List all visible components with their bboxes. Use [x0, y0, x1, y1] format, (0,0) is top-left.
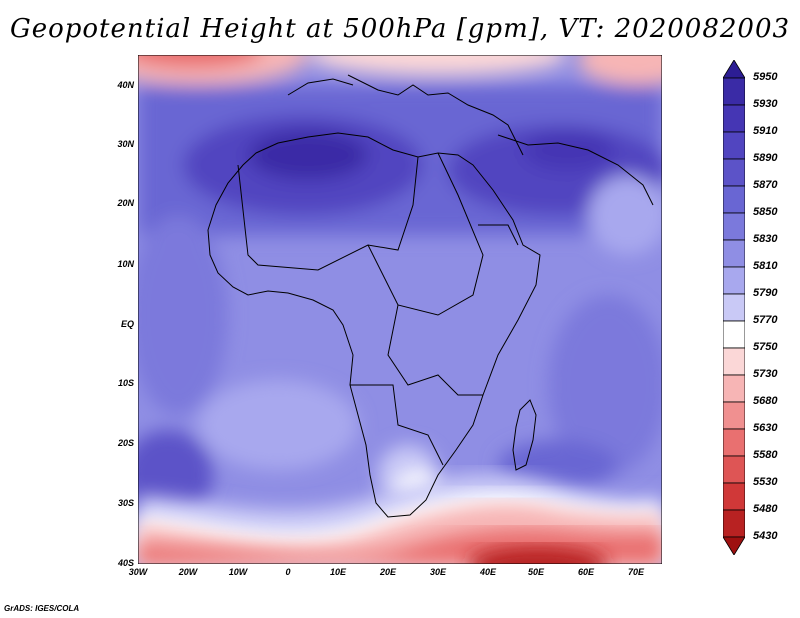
lat-label-20n: 20N — [117, 198, 134, 208]
colorbar-box — [723, 509, 745, 538]
colorbar-box — [723, 374, 745, 403]
colorbar-box — [723, 239, 745, 268]
lon-label-20e: 20E — [379, 567, 396, 577]
colorbar-top-arrow — [723, 60, 745, 79]
lon-label-40e: 40E — [479, 567, 496, 577]
lat-label-10n: 10N — [117, 259, 134, 269]
lon-label-30e: 30E — [429, 567, 446, 577]
lat-label-10s: 10S — [117, 378, 134, 388]
colorbar-label: 5910 — [753, 125, 778, 137]
colorbar-box — [723, 293, 745, 322]
lon-label-30w: 30W — [128, 567, 148, 577]
colorbar-box — [723, 131, 745, 160]
lon-label-10e: 10E — [329, 567, 346, 577]
colorbar-label: 5950 — [753, 71, 778, 83]
colorbar-box — [723, 347, 745, 376]
colorbar-box — [723, 104, 745, 133]
lon-label-20w: 20W — [178, 567, 198, 577]
colorbar-box — [723, 428, 745, 457]
colorbar-box — [723, 77, 745, 106]
lon-label-0: 0 — [285, 567, 291, 577]
colorbar-label: 5680 — [753, 395, 778, 407]
colorbar-label: 5790 — [753, 287, 778, 299]
lat-label-30n: 30N — [117, 139, 134, 149]
lat-label-20s: 20S — [117, 438, 134, 448]
geopotential-map — [138, 55, 662, 564]
colorbar-box — [723, 320, 745, 349]
lat-label-30s: 30S — [117, 498, 134, 508]
colorbar-box — [723, 401, 745, 430]
lon-label-60e: 60E — [577, 567, 594, 577]
grads-credit: GrADS: IGES/COLA — [4, 604, 80, 613]
colorbar-box — [723, 455, 745, 484]
lon-label-70e: 70E — [627, 567, 644, 577]
lon-label-10w: 10W — [228, 567, 248, 577]
lon-label-50e: 50E — [527, 567, 544, 577]
colorbar-label: 5580 — [753, 449, 778, 461]
colorbar-box — [723, 482, 745, 511]
lat-label-40s: 40S — [117, 558, 134, 568]
lat-label-eq: EQ — [120, 319, 134, 329]
colorbar-box — [723, 185, 745, 214]
colorbar-box — [723, 212, 745, 241]
colorbar-label: 5870 — [753, 179, 778, 191]
colorbar-label: 5930 — [753, 98, 778, 110]
colorbar-box — [723, 266, 745, 295]
colorbar-bottom-arrow — [723, 536, 745, 555]
colorbar-label: 5810 — [753, 260, 778, 272]
lat-label-40n: 40N — [117, 80, 134, 90]
colorbar-label: 5530 — [753, 476, 778, 488]
colorbar-label: 5730 — [753, 368, 778, 380]
colorbar — [723, 60, 745, 555]
colorbar-label: 5430 — [753, 530, 778, 542]
colorbar-box — [723, 158, 745, 187]
colorbar-label: 5770 — [753, 314, 778, 326]
colorbar-label: 5850 — [753, 206, 778, 218]
map-title: Geopotential Height at 500hPa [gpm], VT:… — [9, 14, 791, 44]
colorbar-label: 5890 — [753, 152, 778, 164]
colorbar-label: 5830 — [753, 233, 778, 245]
colorbar-label: 5750 — [753, 341, 778, 353]
colorbar-label: 5480 — [753, 503, 778, 515]
colorbar-label: 5630 — [753, 422, 778, 434]
